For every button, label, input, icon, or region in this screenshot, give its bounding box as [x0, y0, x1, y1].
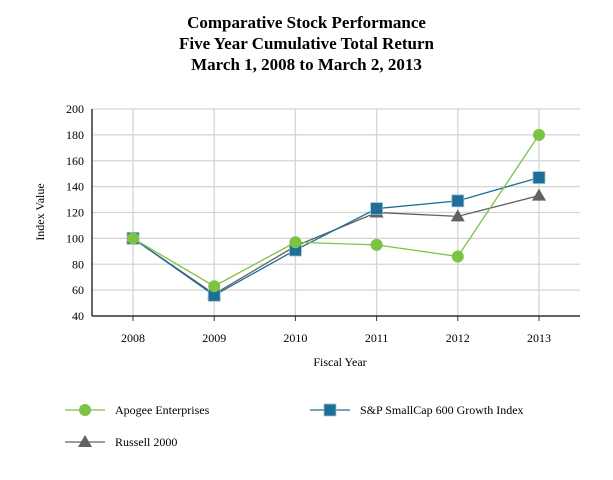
- data-point-triangle: [450, 209, 465, 222]
- data-point-circle: [370, 238, 383, 251]
- data-point-circle: [289, 236, 302, 249]
- y-tick-label: 100: [66, 231, 84, 245]
- y-tick-label: 80: [72, 257, 84, 271]
- y-tick-label: 200: [66, 102, 84, 116]
- x-axis-label: Fiscal Year: [313, 355, 366, 369]
- y-tick-label: 180: [66, 128, 84, 142]
- data-point-triangle: [532, 188, 546, 201]
- y-tick-label: 160: [66, 154, 84, 168]
- data-point-square: [370, 202, 384, 216]
- x-tick-label: 2009: [202, 331, 226, 345]
- x-tick-label: 2011: [365, 331, 389, 345]
- y-axis-label: Index Value: [33, 183, 47, 240]
- x-tick-label: 2008: [121, 331, 145, 345]
- legend-marker-circle: [79, 404, 91, 416]
- y-tick-label: 40: [72, 309, 84, 323]
- data-point-square: [532, 171, 546, 184]
- series-line-triangle: [132, 195, 540, 295]
- legend-marker-triangle: [78, 435, 92, 447]
- legend-label: Apogee Enterprises: [115, 403, 210, 417]
- x-tick-label: 2012: [446, 331, 470, 345]
- title-line-1: Comparative Stock Performance: [187, 13, 426, 32]
- data-point-square: [451, 194, 465, 208]
- data-point-circle: [451, 250, 464, 263]
- data-point-circle: [533, 128, 545, 141]
- x-tick-label: 2013: [527, 331, 551, 345]
- data-point-circle: [208, 280, 221, 293]
- legend-label: Russell 2000: [115, 435, 177, 449]
- title-line-3: March 1, 2008 to March 2, 2013: [191, 55, 422, 74]
- y-tick-label: 140: [66, 180, 84, 194]
- series-line-square: [132, 176, 540, 297]
- x-tick-label: 2010: [283, 331, 307, 345]
- y-tick-label: 120: [66, 206, 84, 220]
- chart-title: Comparative Stock Performance Five Year …: [0, 12, 613, 75]
- legend-marker-square: [323, 403, 337, 417]
- legend-label: S&P SmallCap 600 Growth Index: [360, 403, 524, 417]
- y-tick-label: 60: [72, 283, 84, 297]
- title-line-2: Five Year Cumulative Total Return: [179, 34, 434, 53]
- data-point-circle: [127, 232, 139, 245]
- series-line-circle: [132, 134, 540, 287]
